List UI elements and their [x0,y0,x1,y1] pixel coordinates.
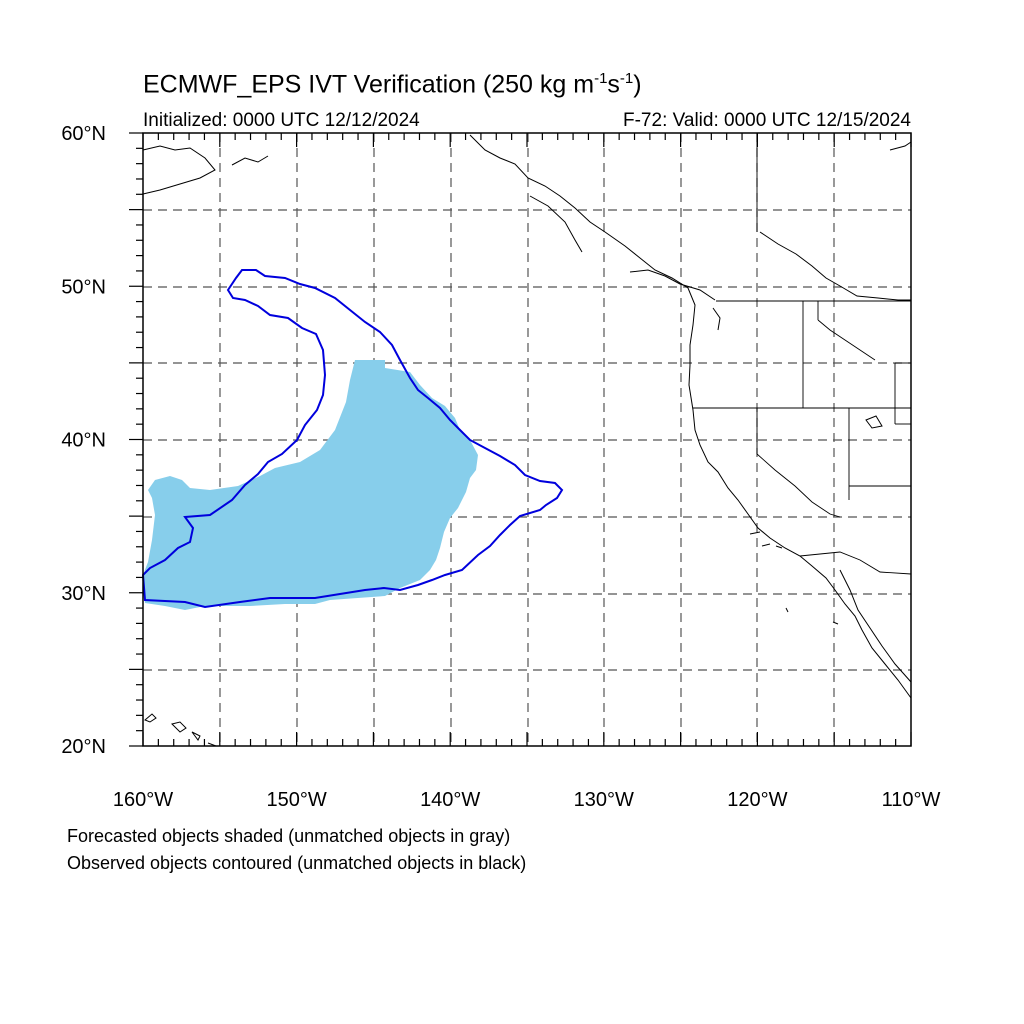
axis-ticks [129,132,912,747]
lon-tick-label: 120°W [727,789,787,811]
lat-tick-label: 60°N [61,123,106,145]
graticule [143,133,911,746]
valid-time-label: F-72: Valid: 0000 UTC 12/15/2024 [623,110,911,131]
lat-tick-label: 50°N [61,276,106,298]
observed-note: Observed objects contoured (unmatched ob… [67,853,527,873]
lat-tick-label: 30°N [61,583,106,605]
forecast-ivt-object [143,360,478,610]
init-time-label: Initialized: 0000 UTC 12/12/2024 [143,110,420,131]
observed-ivt-contour [141,269,564,609]
lat-tick-label: 20°N [61,736,106,758]
lon-tick-label: 130°W [574,789,634,811]
lon-tick-label: 140°W [420,789,480,811]
political-boundaries [693,133,912,575]
lon-tick-label: 110°W [882,789,941,811]
coastlines [142,134,912,747]
forecast-note: Forecasted objects shaded (unmatched obj… [67,826,511,846]
lon-tick-label: 160°W [113,789,173,811]
lon-tick-label: 150°W [266,789,326,811]
map-title: ECMWF_EPS IVT Verification (250 kg m-1s-… [143,70,642,99]
lat-tick-label: 40°N [61,430,106,452]
axis-tick-labels: 160°W 150°W 140°W 130°W 120°W 110°W 20°N 30°N 40… [61,123,940,811]
